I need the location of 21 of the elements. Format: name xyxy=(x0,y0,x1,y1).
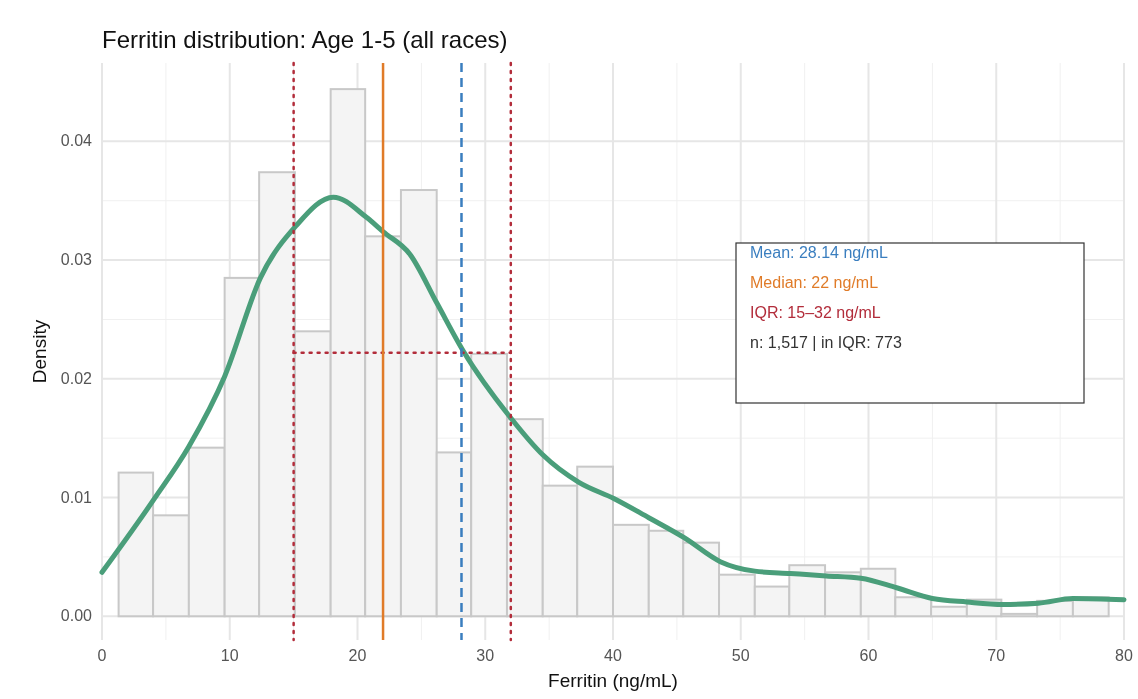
y-tick-label: 0.00 xyxy=(60,607,93,625)
x-tick-label: 60 xyxy=(859,647,878,664)
x-axis-title: Ferritin (ng/mL) xyxy=(548,670,678,691)
x-tick-label: 50 xyxy=(731,647,750,664)
y-tick-label: 0.04 xyxy=(60,132,93,150)
chart-title: Ferritin distribution: Age 1-5 (all races) xyxy=(102,26,508,53)
x-tick-label: 30 xyxy=(476,647,495,664)
y-tick-label: 0.01 xyxy=(60,488,93,506)
ref-line-label: IQR: 15–32 ng/mL xyxy=(750,304,881,321)
x-tick-label: 10 xyxy=(220,647,239,664)
y-axis-title: Density xyxy=(29,319,50,384)
y-tick-label: 0.03 xyxy=(60,251,93,269)
annotation: n: 1,517 | in IQR: 773 xyxy=(750,334,902,351)
x-tick-label: 70 xyxy=(987,647,1006,664)
ref-line-label: Median: 22 ng/mL xyxy=(750,274,879,291)
x-tick-label: 40 xyxy=(604,647,622,664)
x-tick-label: 0 xyxy=(97,647,107,664)
x-tick-label: 80 xyxy=(1115,647,1133,664)
x-tick-label: 20 xyxy=(348,647,367,664)
ref-line-label: Mean: 28.14 ng/mL xyxy=(750,244,888,261)
y-tick-label: 0.02 xyxy=(60,369,93,387)
